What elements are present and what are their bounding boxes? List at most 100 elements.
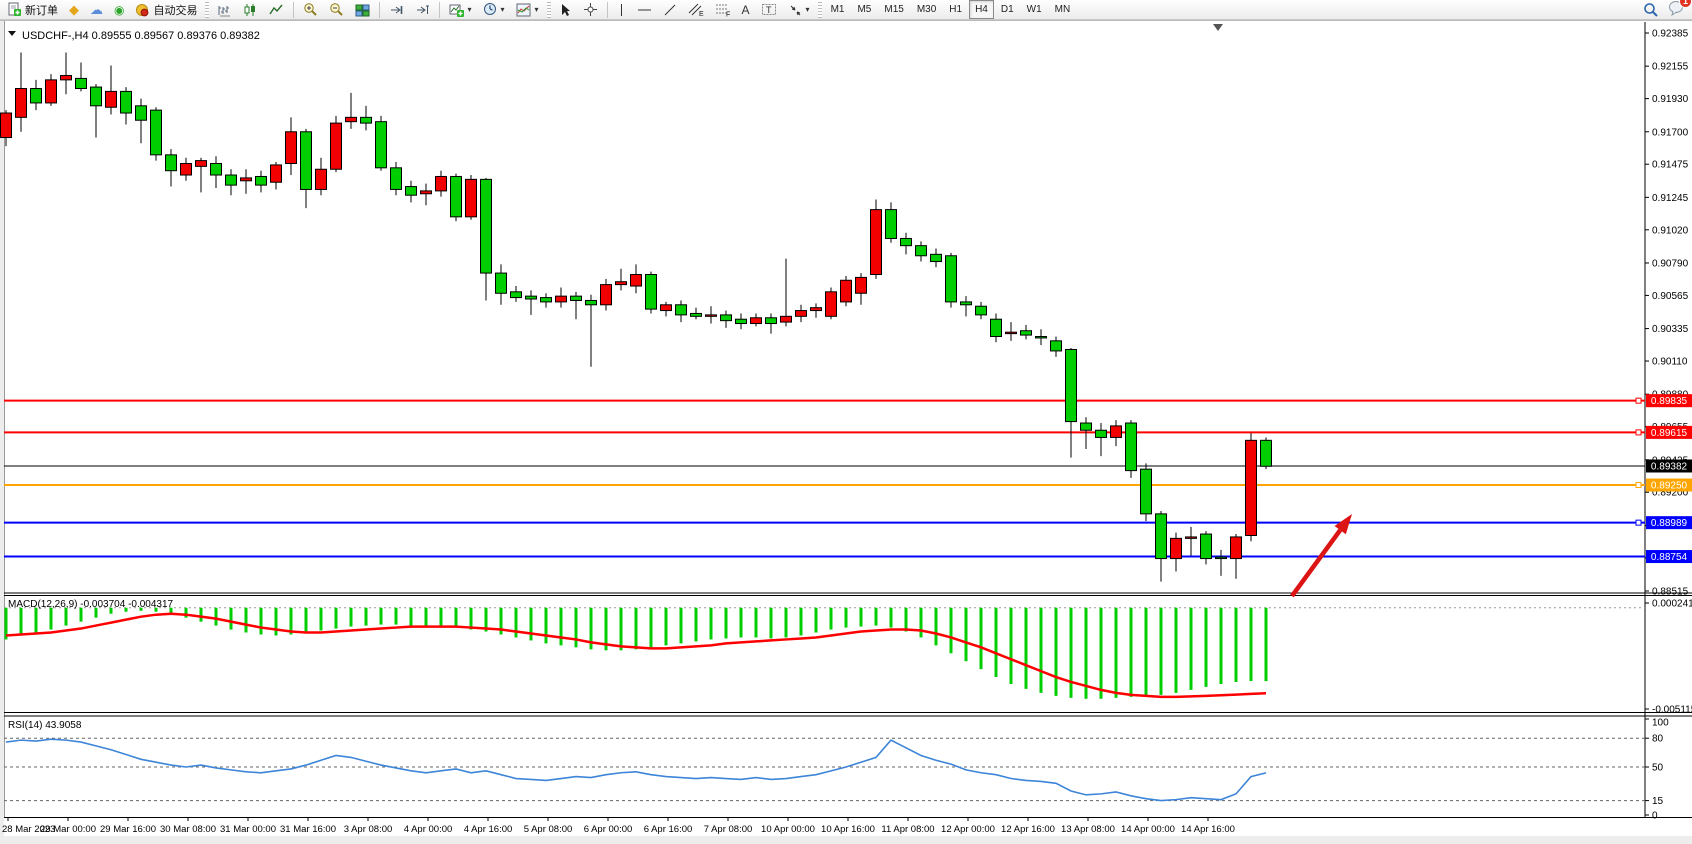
candle-body[interactable]: [750, 317, 762, 325]
candle-body[interactable]: [525, 295, 537, 300]
chart-canvas[interactable]: 0.92385 0.92155 0.91930 0.91700 0.91475 0.912…: [0, 20, 1692, 844]
candle-body[interactable]: [645, 274, 657, 310]
candle-body[interactable]: [1095, 429, 1107, 438]
candle-body[interactable]: [1125, 422, 1137, 472]
candle-body[interactable]: [405, 186, 417, 196]
candle-body[interactable]: [240, 177, 252, 182]
bar-chart-button[interactable]: [212, 1, 237, 19]
candle-body[interactable]: [1005, 331, 1017, 335]
candle-body[interactable]: [630, 274, 642, 287]
candle-body[interactable]: [585, 299, 597, 306]
candle-body[interactable]: [0, 112, 12, 139]
chart-shift-button[interactable]: [410, 1, 435, 19]
candle-body[interactable]: [1215, 556, 1227, 560]
candle-body[interactable]: [555, 295, 567, 303]
candle-body[interactable]: [285, 131, 297, 164]
candle-body[interactable]: [75, 77, 87, 90]
symbol-dropdown-icon[interactable]: [8, 31, 16, 36]
candle-body[interactable]: [690, 312, 702, 317]
candle-body[interactable]: [315, 168, 327, 190]
trend-arrow-annotation[interactable]: [1290, 528, 1343, 598]
candle-body[interactable]: [135, 105, 147, 121]
candle-body[interactable]: [375, 121, 387, 169]
candle-body[interactable]: [600, 284, 612, 306]
timeframe-mn[interactable]: MN: [1054, 4, 1071, 15]
candle-body[interactable]: [900, 237, 912, 247]
community-button[interactable]: ☁: [85, 1, 108, 19]
candle-body[interactable]: [975, 305, 987, 316]
candle-body[interactable]: [990, 318, 1002, 338]
timeframe-m5[interactable]: M5: [857, 4, 872, 15]
zoom-in-button[interactable]: [298, 1, 323, 19]
candle-body[interactable]: [105, 90, 117, 108]
candle-body[interactable]: [1260, 439, 1272, 467]
candle-body[interactable]: [510, 291, 522, 299]
candle-body[interactable]: [390, 167, 402, 190]
candle-body[interactable]: [15, 88, 27, 118]
candle-body[interactable]: [915, 245, 927, 257]
timeframe-h1[interactable]: H1: [949, 4, 963, 15]
candle-body[interactable]: [570, 295, 582, 301]
line-chart-button[interactable]: [264, 1, 289, 19]
signals-button[interactable]: ◉: [109, 1, 129, 19]
candle-body[interactable]: [255, 175, 267, 186]
candle-body[interactable]: [120, 90, 132, 114]
periods-dropdown[interactable]: ▾: [478, 1, 510, 19]
candle-body[interactable]: [330, 122, 342, 170]
candle-body[interactable]: [1035, 336, 1047, 339]
candle-body[interactable]: [45, 79, 57, 104]
candle-body[interactable]: [30, 88, 42, 104]
timeframe-m1[interactable]: M1: [830, 4, 845, 15]
candle-body[interactable]: [1020, 330, 1032, 336]
candle-body[interactable]: [1185, 536, 1197, 539]
candle-body[interactable]: [480, 178, 492, 274]
candle-body[interactable]: [1050, 340, 1062, 352]
candle-body[interactable]: [495, 272, 507, 294]
templates-dropdown[interactable]: ▾: [511, 1, 544, 19]
candle-body[interactable]: [825, 291, 837, 317]
candlestick-chart-button[interactable]: [238, 1, 263, 19]
candle-body[interactable]: [705, 314, 717, 317]
candle-body[interactable]: [720, 314, 732, 322]
timeframe-m30[interactable]: M30: [916, 4, 937, 15]
candle-body[interactable]: [540, 297, 552, 303]
candle-body[interactable]: [1080, 422, 1092, 431]
candle-body[interactable]: [270, 164, 282, 183]
candle-body[interactable]: [735, 318, 747, 325]
candle-body[interactable]: [1140, 468, 1152, 515]
search-button[interactable]: [1638, 1, 1664, 19]
candle-body[interactable]: [300, 131, 312, 190]
candle-body[interactable]: [1200, 533, 1212, 560]
cursor-button[interactable]: [554, 1, 577, 19]
timeframe-w1[interactable]: W1: [1026, 4, 1042, 15]
candle-body[interactable]: [795, 310, 807, 317]
horizontal-line-button[interactable]: [632, 1, 657, 19]
candle-body[interactable]: [780, 315, 792, 323]
candle-body[interactable]: [435, 175, 447, 192]
candle-body[interactable]: [210, 162, 222, 176]
candle-body[interactable]: [225, 174, 237, 186]
candle-body[interactable]: [840, 279, 852, 303]
candle-body[interactable]: [765, 317, 777, 325]
equidistant-channel-button[interactable]: E: [683, 1, 709, 19]
trend-arrow-head[interactable]: [1334, 514, 1352, 535]
timeframe-d1[interactable]: D1: [1000, 4, 1014, 15]
timeframe-h4[interactable]: H4: [969, 0, 994, 19]
zoom-out-button[interactable]: [324, 1, 349, 19]
candle-body[interactable]: [465, 178, 477, 218]
candle-body[interactable]: [345, 116, 357, 123]
candle-body[interactable]: [150, 109, 162, 156]
candle-body[interactable]: [960, 301, 972, 306]
candle-body[interactable]: [1110, 425, 1122, 438]
candle-body[interactable]: [1170, 537, 1182, 560]
candle-body[interactable]: [885, 209, 897, 239]
auto-trading-button[interactable]: 自动交易: [130, 1, 202, 19]
chat-button[interactable]: 1: [1668, 0, 1692, 19]
candle-body[interactable]: [1065, 348, 1077, 423]
timeframe-m15[interactable]: M15: [884, 4, 904, 15]
new-chart-dropdown[interactable]: ▾: [444, 1, 476, 19]
fibonacci-button[interactable]: F: [710, 1, 736, 19]
candle-body[interactable]: [450, 175, 462, 218]
text-label-button[interactable]: T: [756, 1, 782, 19]
candle-body[interactable]: [855, 276, 867, 294]
